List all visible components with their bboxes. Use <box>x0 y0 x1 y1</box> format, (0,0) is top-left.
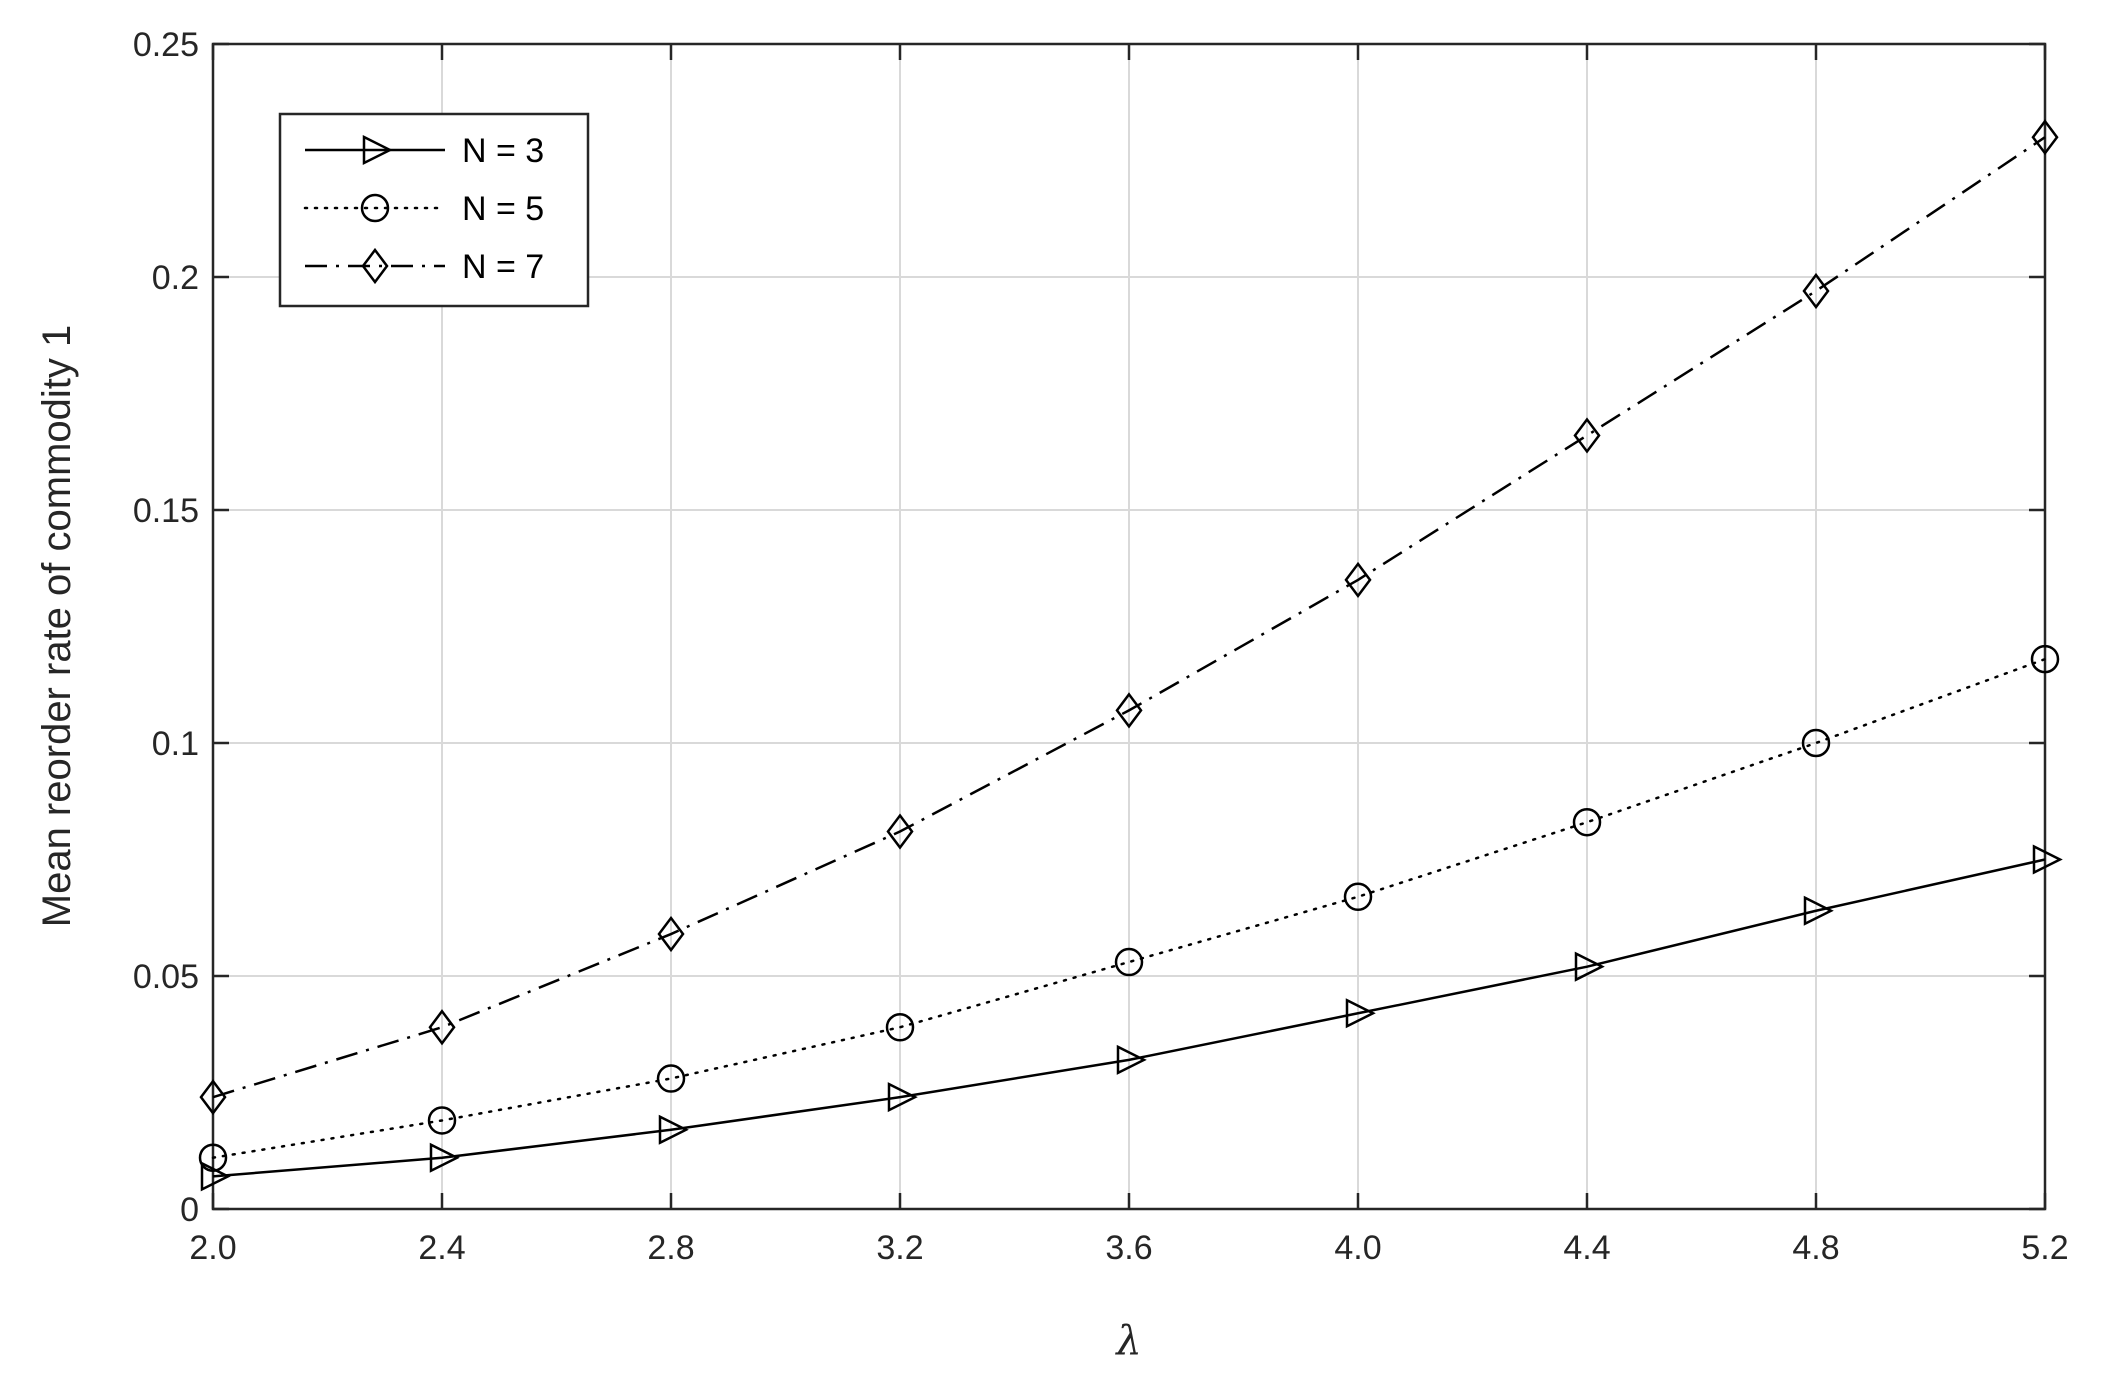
triangle-marker <box>1574 951 1605 982</box>
diamond-marker <box>1115 692 1143 729</box>
x-tick-label: 4.8 <box>1792 1229 1839 1267</box>
circle-marker <box>1572 807 1602 837</box>
y-axis: 0 0.05 0.1 0.15 0.2 0.25 <box>133 26 2045 1229</box>
triangle-marker <box>429 1142 460 1173</box>
diamond-marker <box>1573 417 1601 454</box>
diamond-marker <box>428 1009 456 1046</box>
legend-box <box>278 112 590 308</box>
y-axis-title: Mean reorder rate of commodity 1 <box>35 325 79 927</box>
y-tick-label: 0.25 <box>133 26 199 64</box>
diamond-marker <box>2031 119 2059 156</box>
circle-marker <box>2030 644 2060 674</box>
circle-marker <box>885 1013 915 1042</box>
circle-marker <box>360 193 390 223</box>
circle-marker <box>427 1106 457 1135</box>
series-2 <box>198 644 2060 1172</box>
legend-item: N = 7 <box>305 247 544 286</box>
x-axis-title: λ <box>1114 1318 1141 1364</box>
x-tick-label: 2.4 <box>418 1229 465 1267</box>
x-tick-label: 3.6 <box>1105 1229 1152 1267</box>
y-tick-label: 0 <box>180 1191 199 1229</box>
triangle-marker <box>2032 844 2063 875</box>
series-3 <box>199 119 2059 1116</box>
diamond-marker <box>1802 272 1830 310</box>
diamond-marker <box>657 915 685 953</box>
triangle-marker <box>887 1082 918 1113</box>
x-tick-label: 4.4 <box>1563 1229 1610 1267</box>
y-tick-label: 0.15 <box>133 492 199 530</box>
triangle-marker <box>362 134 393 166</box>
x-tick-label: 2.0 <box>189 1229 236 1267</box>
legend-label: N = 5 <box>462 190 544 228</box>
diamond-marker <box>886 813 914 850</box>
circle-marker <box>198 1143 228 1172</box>
y-tick-label: 0.2 <box>152 259 199 297</box>
x-tick-label: 5.2 <box>2021 1229 2068 1267</box>
legend-item: N = 5 <box>303 190 544 228</box>
series-line <box>212 858 2046 1178</box>
x-tick-label: 2.8 <box>647 1229 694 1267</box>
y-tick-label: 0.05 <box>133 958 199 996</box>
diamond-marker <box>361 247 389 285</box>
legend: N = 3 N = 5 N = 7 <box>278 112 590 308</box>
grid-lines <box>213 44 2045 1209</box>
triangle-marker <box>1116 1044 1147 1075</box>
circle-marker <box>656 1064 686 1093</box>
circle-marker <box>1343 882 1373 912</box>
x-axis: 2.0 2.4 2.8 3.2 3.6 4.0 4.4 4.8 5.2 <box>189 44 2069 1267</box>
x-tick-label: 4.0 <box>1334 1229 1381 1267</box>
legend-label: N = 7 <box>462 248 544 286</box>
triangle-marker <box>1803 895 1834 926</box>
legend-item: N = 3 <box>305 132 544 170</box>
diamond-marker <box>1344 561 1372 598</box>
x-tick-label: 3.2 <box>876 1229 923 1267</box>
triangle-marker <box>1345 998 1376 1029</box>
circle-marker <box>1114 947 1144 977</box>
series-line <box>211 657 2047 1159</box>
diamond-marker <box>199 1079 227 1116</box>
series-1 <box>200 844 2063 1192</box>
legend-label: N = 3 <box>462 132 544 170</box>
series-line <box>212 136 2046 1099</box>
triangle-marker <box>658 1114 689 1145</box>
y-tick-label: 0.1 <box>152 725 199 763</box>
data-series <box>198 119 2063 1192</box>
circle-marker <box>1801 728 1831 758</box>
